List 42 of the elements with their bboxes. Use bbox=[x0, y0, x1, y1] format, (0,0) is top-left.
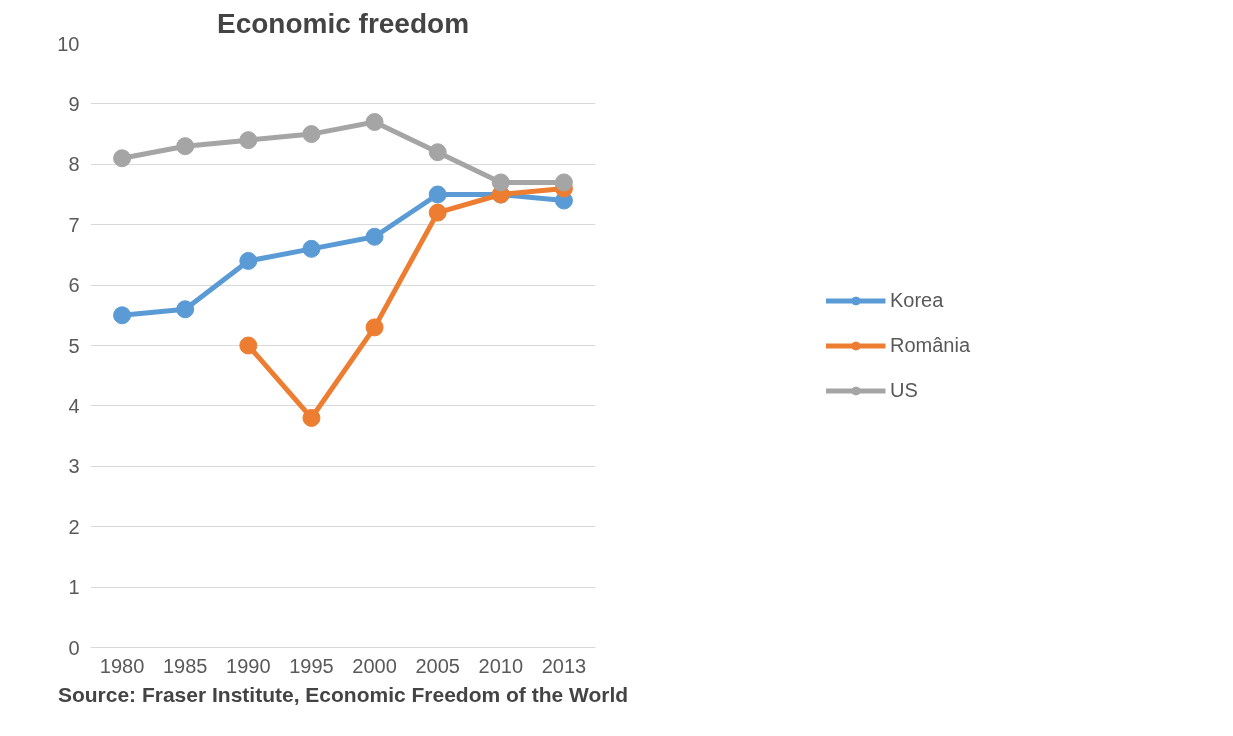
point bbox=[428, 143, 447, 162]
point bbox=[491, 173, 510, 192]
y-tick-label: 3 bbox=[68, 455, 80, 478]
x-tick-label: 2013 bbox=[541, 654, 587, 677]
x-tick-label: 1995 bbox=[289, 654, 334, 677]
point bbox=[239, 251, 258, 270]
point bbox=[302, 239, 321, 258]
point bbox=[113, 149, 132, 168]
y-tick-label: 6 bbox=[68, 274, 80, 297]
y-tick-label: 0 bbox=[68, 636, 80, 659]
point bbox=[239, 131, 258, 150]
point bbox=[428, 185, 447, 204]
x-tick-label: 1990 bbox=[226, 654, 271, 677]
point bbox=[365, 318, 384, 337]
x-tick-label: 1980 bbox=[99, 654, 145, 677]
point bbox=[365, 227, 384, 246]
point bbox=[113, 306, 132, 325]
point bbox=[239, 336, 258, 355]
y-tick-label: 5 bbox=[68, 334, 80, 357]
y-tick-label: 9 bbox=[68, 92, 80, 115]
y-tick-label: 8 bbox=[68, 153, 80, 176]
legend-label: US bbox=[889, 378, 918, 402]
y-tick-label: 1 bbox=[68, 576, 80, 599]
x-tick-label: 1985 bbox=[162, 654, 208, 677]
chart-title: Economic freedom bbox=[216, 7, 470, 39]
y-tick-label: 7 bbox=[68, 213, 80, 236]
x-tick-label: 2000 bbox=[352, 654, 397, 677]
x-tick-label: 2010 bbox=[478, 654, 524, 677]
point bbox=[176, 300, 195, 319]
point bbox=[302, 125, 321, 144]
point bbox=[428, 203, 447, 222]
point bbox=[176, 137, 195, 156]
y-tick-label: 4 bbox=[68, 394, 80, 417]
x-tick-label: 2005 bbox=[415, 654, 460, 677]
source-note: Source: Fraser Institute, Economic Freedom of the World bbox=[57, 682, 629, 706]
legend-label: România bbox=[889, 333, 971, 357]
point bbox=[554, 173, 573, 192]
point bbox=[365, 113, 384, 131]
y-tick-label: 2 bbox=[68, 515, 80, 538]
y-tick-label: 10 bbox=[57, 32, 80, 55]
point bbox=[302, 409, 321, 427]
legend-label: Korea bbox=[889, 288, 944, 312]
